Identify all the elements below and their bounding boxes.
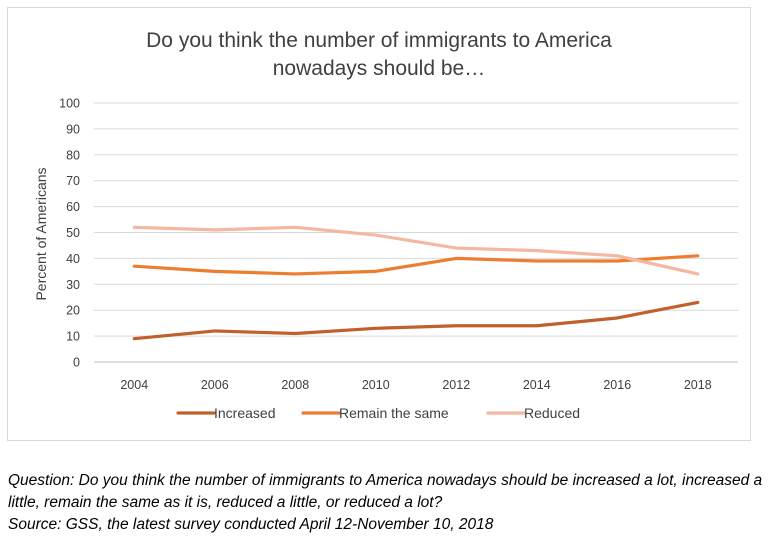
y-tick-label: 80 <box>66 148 80 162</box>
x-tick-label: 2006 <box>201 378 229 392</box>
y-tick-label: 100 <box>59 97 80 111</box>
x-tick-label: 2018 <box>684 378 712 392</box>
gridlines <box>94 102 738 363</box>
y-tick-label: 10 <box>66 330 80 344</box>
x-tick-label: 2010 <box>362 378 390 392</box>
x-tick-label: 2008 <box>281 378 309 392</box>
legend-label: Remain the same <box>339 405 449 421</box>
x-tick-label: 2014 <box>523 378 551 392</box>
caption: Question: Do you think the number of imm… <box>8 470 763 536</box>
source-text: Source: GSS, the latest survey conducted… <box>8 516 494 533</box>
question-text: Question: Do you think the number of imm… <box>8 472 763 511</box>
series-line-increased <box>132 300 700 341</box>
series-line-reduced <box>132 225 700 276</box>
chart-title: Do you think the number of immigrants to… <box>146 29 612 80</box>
chart-title-line: nowadays should be… <box>273 57 485 80</box>
y-tick-label: 70 <box>66 174 80 188</box>
y-tick-label: 50 <box>66 226 80 240</box>
legend: Increased Remain the same Reduced <box>176 405 580 421</box>
series-lines <box>132 225 700 341</box>
y-tick-label: 40 <box>66 252 80 266</box>
chart-title-line: Do you think the number of immigrants to… <box>146 29 612 52</box>
line-chart: Do you think the number of immigrants to… <box>33 29 738 421</box>
y-tick-label: 60 <box>66 200 80 214</box>
legend-label: Reduced <box>524 405 580 421</box>
y-axis-ticks: 0 10 20 30 40 50 60 70 80 90 100 <box>59 97 80 370</box>
series-line-remain-the-same <box>132 254 700 276</box>
x-tick-label: 2016 <box>603 378 631 392</box>
y-axis-title: Percent of Americans <box>33 167 49 300</box>
x-tick-label: 2004 <box>120 378 148 392</box>
y-tick-label: 0 <box>73 356 80 370</box>
y-tick-label: 90 <box>66 122 80 136</box>
y-tick-label: 20 <box>66 304 80 318</box>
chart-frame: Do you think the number of immigrants to… <box>7 7 751 441</box>
x-tick-label: 2012 <box>442 378 470 392</box>
legend-label: Increased <box>214 405 275 421</box>
x-axis-ticks: 2004 2006 2008 2010 2012 2014 2016 2018 <box>120 378 711 392</box>
y-tick-label: 30 <box>66 278 80 292</box>
